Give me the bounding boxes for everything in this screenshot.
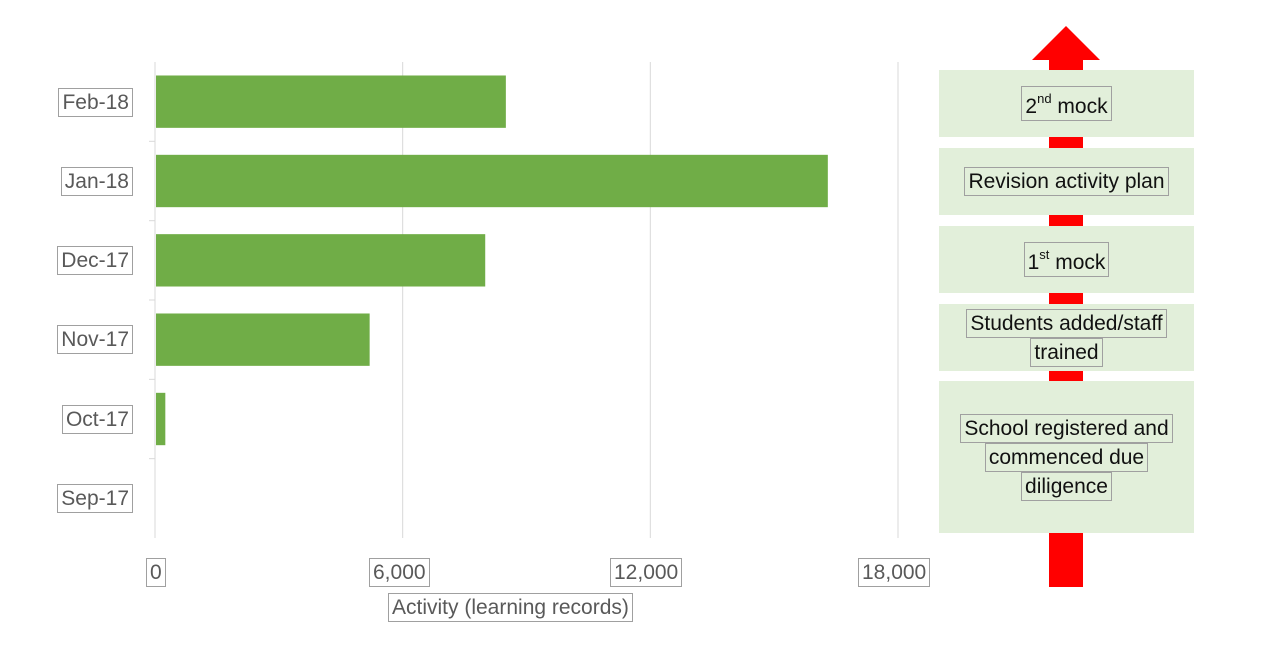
timeline-event-second-mock: 2nd mock	[939, 70, 1194, 137]
arrow-head	[1032, 26, 1100, 60]
bar-oct-17	[156, 392, 166, 446]
x-tick-label: 12,000	[610, 558, 683, 587]
y-tick-label: Dec-17	[57, 246, 133, 275]
bar-dec-17	[156, 234, 486, 287]
event-label-line1: School registered and	[960, 413, 1173, 443]
bar-nov-17	[156, 313, 370, 366]
x-axis-title: Activity (learning records)	[388, 593, 633, 622]
timeline-event-students-added: Students added/staff trained	[939, 304, 1194, 371]
event-label: Revision activity plan	[964, 167, 1169, 196]
event-label-line3: diligence	[1021, 471, 1112, 501]
bar-jan-18	[156, 154, 828, 208]
bar-feb-18	[156, 75, 506, 128]
bars	[156, 75, 828, 446]
x-tick-label: 18,000	[858, 558, 931, 587]
y-tick-label: Oct-17	[61, 405, 133, 434]
timeline-event-first-mock: 1st mock	[939, 226, 1194, 293]
event-label-line2: trained	[1030, 337, 1103, 367]
gridlines	[149, 62, 899, 538]
y-tick-label: Jan-18	[60, 167, 133, 196]
event-label-line1: Students added/staff	[966, 308, 1167, 338]
x-tick-label: 6,000	[369, 558, 430, 587]
x-tick-label: 0	[146, 558, 166, 587]
y-tick-label: Feb-18	[58, 88, 133, 117]
y-tick-label: Sep-17	[57, 484, 133, 513]
event-label-line2: commenced due	[984, 442, 1149, 472]
timeline-event-school-registered: School registered and commenced due dili…	[939, 381, 1194, 533]
timeline-event-revision-plan: Revision activity plan	[939, 148, 1194, 215]
event-label: 1st mock	[1023, 242, 1110, 277]
event-label: 2nd mock	[1021, 86, 1112, 121]
y-tick-label: Nov-17	[57, 325, 133, 354]
